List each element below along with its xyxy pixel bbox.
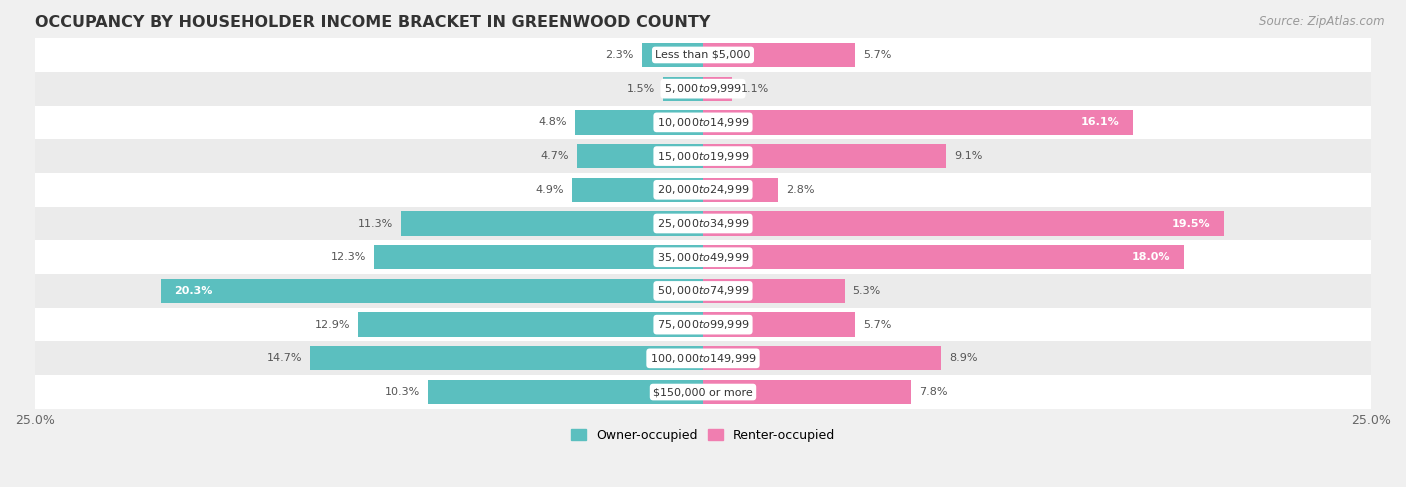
Bar	[572, 178, 703, 202]
Bar	[703, 346, 941, 371]
Bar	[578, 144, 703, 168]
Bar	[703, 380, 911, 404]
Text: $100,000 to $149,999: $100,000 to $149,999	[650, 352, 756, 365]
Text: $5,000 to $9,999: $5,000 to $9,999	[664, 82, 742, 95]
Text: OCCUPANCY BY HOUSEHOLDER INCOME BRACKET IN GREENWOOD COUNTY: OCCUPANCY BY HOUSEHOLDER INCOME BRACKET …	[35, 15, 710, 30]
Bar	[703, 245, 1184, 269]
Bar	[35, 106, 1371, 139]
Text: 9.1%: 9.1%	[955, 151, 983, 161]
Bar	[35, 139, 1371, 173]
Bar	[35, 38, 1371, 72]
Text: 20.3%: 20.3%	[174, 286, 212, 296]
Legend: Owner-occupied, Renter-occupied: Owner-occupied, Renter-occupied	[567, 424, 839, 447]
Text: 18.0%: 18.0%	[1132, 252, 1171, 262]
Text: 12.9%: 12.9%	[315, 319, 350, 330]
Text: $10,000 to $14,999: $10,000 to $14,999	[657, 116, 749, 129]
Text: $150,000 or more: $150,000 or more	[654, 387, 752, 397]
Bar	[359, 313, 703, 337]
Text: 11.3%: 11.3%	[357, 219, 394, 228]
Bar	[35, 341, 1371, 375]
Text: 5.7%: 5.7%	[863, 50, 891, 60]
Text: 5.3%: 5.3%	[852, 286, 882, 296]
Bar	[401, 211, 703, 236]
Bar	[703, 313, 855, 337]
Text: Source: ZipAtlas.com: Source: ZipAtlas.com	[1260, 15, 1385, 28]
Bar	[35, 308, 1371, 341]
Text: 4.8%: 4.8%	[538, 117, 567, 128]
Text: 12.3%: 12.3%	[330, 252, 367, 262]
Bar	[703, 178, 778, 202]
Text: 1.5%: 1.5%	[627, 84, 655, 94]
Bar	[35, 241, 1371, 274]
Bar	[703, 76, 733, 101]
Text: $35,000 to $49,999: $35,000 to $49,999	[657, 251, 749, 264]
Text: 10.3%: 10.3%	[384, 387, 420, 397]
Bar	[703, 43, 855, 67]
Text: $15,000 to $19,999: $15,000 to $19,999	[657, 150, 749, 163]
Text: 8.9%: 8.9%	[949, 354, 977, 363]
Bar	[575, 110, 703, 134]
Bar	[703, 110, 1133, 134]
Bar	[35, 274, 1371, 308]
Bar	[662, 76, 703, 101]
Text: $75,000 to $99,999: $75,000 to $99,999	[657, 318, 749, 331]
Bar	[427, 380, 703, 404]
Text: 16.1%: 16.1%	[1081, 117, 1119, 128]
Text: 19.5%: 19.5%	[1173, 219, 1211, 228]
Text: 7.8%: 7.8%	[920, 387, 948, 397]
Bar	[160, 279, 703, 303]
Bar	[641, 43, 703, 67]
Bar	[703, 211, 1225, 236]
Text: 2.8%: 2.8%	[786, 185, 814, 195]
Bar	[374, 245, 703, 269]
Bar	[35, 72, 1371, 106]
Bar	[35, 375, 1371, 409]
Text: 4.7%: 4.7%	[541, 151, 569, 161]
Text: 1.1%: 1.1%	[741, 84, 769, 94]
Bar	[703, 144, 946, 168]
Bar	[311, 346, 703, 371]
Bar	[35, 206, 1371, 241]
Text: $50,000 to $74,999: $50,000 to $74,999	[657, 284, 749, 298]
Text: Less than $5,000: Less than $5,000	[655, 50, 751, 60]
Text: $20,000 to $24,999: $20,000 to $24,999	[657, 183, 749, 196]
Text: $25,000 to $34,999: $25,000 to $34,999	[657, 217, 749, 230]
Text: 2.3%: 2.3%	[605, 50, 634, 60]
Bar	[35, 173, 1371, 206]
Text: 14.7%: 14.7%	[267, 354, 302, 363]
Text: 5.7%: 5.7%	[863, 319, 891, 330]
Bar	[703, 279, 845, 303]
Text: 4.9%: 4.9%	[536, 185, 564, 195]
